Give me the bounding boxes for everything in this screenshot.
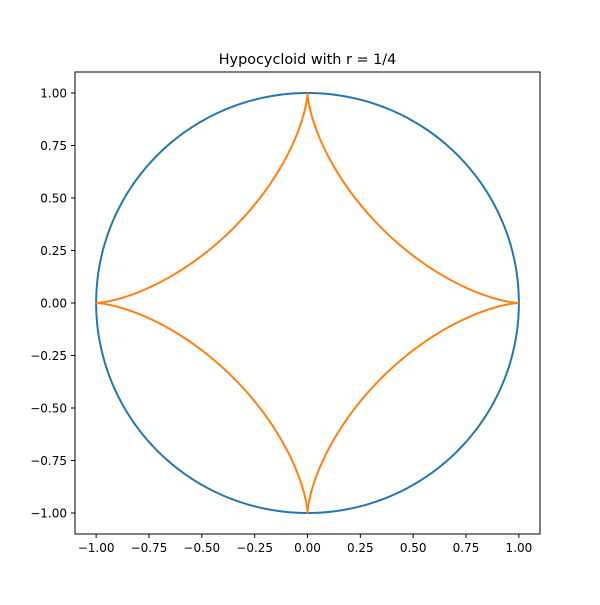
series-circle-line xyxy=(96,93,519,513)
y-tick-label: −0.75 xyxy=(30,454,67,468)
x-tick-label: −0.25 xyxy=(236,541,273,555)
y-tick-label: 1.00 xyxy=(40,87,67,101)
chart-title: Hypocycloid with r = 1/4 xyxy=(219,52,397,68)
x-tick-label: 1.00 xyxy=(506,541,533,555)
y-tick-label: 0.75 xyxy=(40,139,67,153)
x-tick-label: −0.50 xyxy=(183,541,220,555)
x-tick-label: 0.75 xyxy=(453,541,480,555)
y-tick-label: 0.00 xyxy=(40,297,67,311)
series-layer xyxy=(96,93,519,513)
y-tick-label: −1.00 xyxy=(30,507,67,521)
y-tick-label: −0.25 xyxy=(30,349,67,363)
x-tick-label: 0.50 xyxy=(400,541,427,555)
axes-frame xyxy=(75,72,540,534)
x-axis: −1.00 −0.75 −0.50 −0.25 0.00 0.25 0.50 0.75 1.00 xyxy=(78,534,532,555)
x-tick-label: −1.00 xyxy=(78,541,115,555)
y-axis: 1.00 0.75 0.50 0.25 0.00 −0.25 −0.50 −0.75 −1.00 xyxy=(30,87,75,521)
y-tick-label: −0.50 xyxy=(30,402,67,416)
x-tick-label: −0.75 xyxy=(131,541,168,555)
x-tick-label: 0.25 xyxy=(347,541,374,555)
x-tick-label: 0.00 xyxy=(294,541,321,555)
y-tick-label: 0.50 xyxy=(40,192,67,206)
series-hypocycloid-line xyxy=(96,93,519,513)
y-tick-label: 0.25 xyxy=(40,244,67,258)
